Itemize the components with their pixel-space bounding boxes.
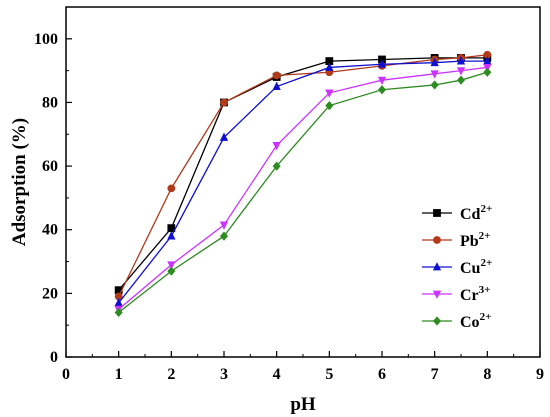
series-co (114, 67, 492, 318)
legend-entry: Co2+ (422, 311, 491, 331)
x-tick-label: 3 (220, 366, 228, 383)
legend-marker (432, 262, 442, 271)
legend-marker (432, 316, 442, 326)
series-line (118, 57, 488, 291)
data-point (167, 261, 176, 270)
legend-ion-charge: 2+ (480, 203, 492, 215)
x-tick-label: 9 (536, 366, 544, 383)
x-tick-label: 2 (167, 366, 175, 383)
legend-ion-symbol: Cr (460, 287, 479, 304)
data-point (219, 132, 229, 141)
data-point (272, 81, 281, 90)
data-point (272, 161, 281, 171)
data-point (456, 75, 466, 85)
y-tick-label: 60 (42, 158, 58, 175)
legend-label: Cr3+ (460, 284, 490, 304)
axis-ticks: 0 1 2 3 4 5 6 7 8 9 0 20 40 60 80 100 (34, 31, 544, 383)
legend-marker (433, 209, 441, 217)
data-point (219, 231, 229, 241)
series-cr (114, 64, 492, 315)
data-point (377, 85, 387, 95)
legend-ion-symbol: Co (460, 314, 480, 331)
y-tick-label: 40 (42, 222, 58, 239)
legend-ion-charge: 3+ (479, 284, 491, 296)
legend: Cd2+Pb2+Cu2+Cr3+Co2+ (422, 203, 492, 331)
data-point (167, 266, 176, 276)
legend-entry: Cd2+ (422, 203, 492, 223)
y-axis-title: Adsorption (%) (9, 118, 30, 246)
data-point (377, 76, 387, 86)
data-point (167, 231, 176, 240)
data-point (456, 67, 466, 76)
x-tick-label: 4 (273, 366, 281, 383)
data-point (456, 56, 466, 65)
x-tick-label: 8 (483, 366, 491, 383)
data-point (430, 80, 439, 90)
data-point (272, 71, 281, 80)
y-tick-label: 80 (42, 94, 58, 111)
legend-label: Pb2+ (460, 230, 490, 250)
data-point (272, 142, 281, 151)
series-lines (114, 50, 492, 318)
data-point (325, 89, 334, 98)
data-point (483, 67, 492, 77)
data-point (325, 62, 334, 71)
x-axis-title: pH (290, 394, 316, 415)
legend-ion-charge: 2+ (480, 257, 492, 269)
legend-marker (433, 236, 441, 244)
x-tick-label: 6 (378, 366, 386, 383)
data-point (430, 70, 439, 79)
legend-ion-charge: 2+ (479, 230, 491, 242)
data-point (167, 184, 176, 193)
legend-entry: Cu2+ (422, 257, 492, 277)
data-point (325, 101, 334, 111)
data-point (114, 307, 123, 318)
x-tick-label: 5 (325, 366, 333, 383)
x-tick-label: 7 (431, 366, 439, 383)
data-point (377, 59, 387, 68)
legend-label: Co2+ (460, 311, 491, 331)
legend-entry: Cr3+ (422, 284, 490, 304)
y-tick-label: 100 (34, 31, 58, 48)
data-point (430, 57, 439, 67)
series-line (118, 71, 488, 313)
legend-ion-symbol: Cd (460, 206, 481, 223)
y-tick-label: 20 (42, 285, 58, 302)
legend-entry: Pb2+ (422, 230, 490, 250)
legend-ion-symbol: Cu (460, 260, 481, 277)
series-cd (114, 54, 492, 295)
legend-label: Cd2+ (460, 203, 492, 223)
data-point (219, 221, 229, 230)
legend-label: Cu2+ (460, 257, 492, 277)
data-point (220, 98, 228, 107)
legend-ion-symbol: Pb (460, 233, 479, 250)
series-line (118, 54, 488, 297)
legend-marker (432, 290, 442, 299)
plot-frame (65, 6, 541, 358)
legend-ion-charge: 2+ (480, 311, 492, 323)
y-tick-label: 0 (50, 349, 58, 366)
x-tick-label: 0 (62, 366, 70, 383)
x-tick-label: 1 (115, 366, 123, 383)
